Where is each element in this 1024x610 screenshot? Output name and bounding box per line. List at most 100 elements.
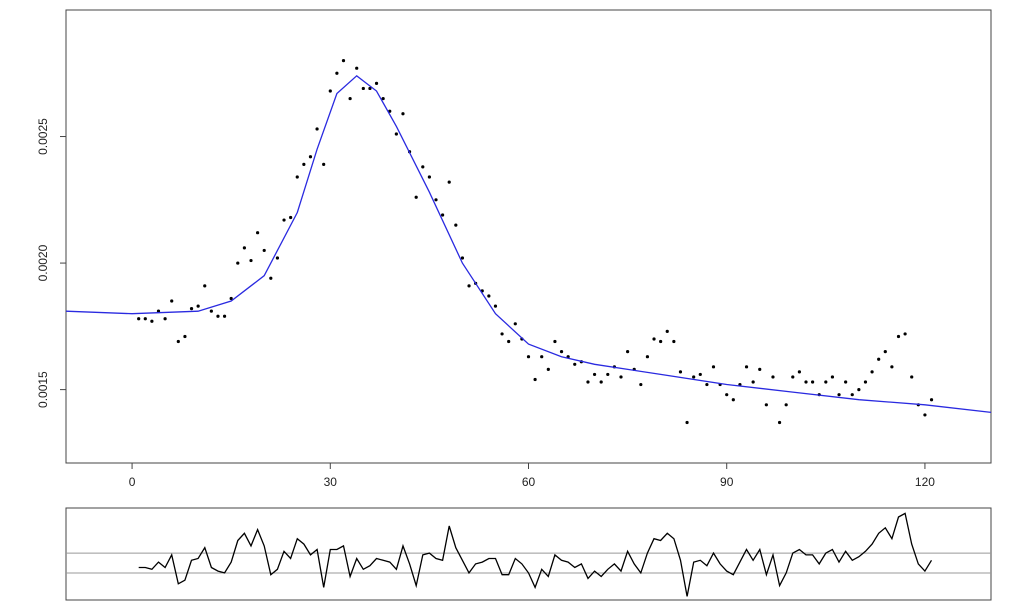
data-point <box>777 420 782 425</box>
data-point <box>929 398 934 402</box>
data-point <box>870 370 874 374</box>
data-point <box>725 393 729 397</box>
y-tick-label: 0.0015 <box>36 371 50 408</box>
data-point <box>857 388 861 392</box>
data-point <box>308 155 313 159</box>
data-point <box>282 218 286 222</box>
data-point <box>176 339 180 344</box>
data-point <box>678 370 683 374</box>
data-point <box>764 403 768 407</box>
data-point <box>844 380 848 384</box>
data-point <box>850 393 854 397</box>
data-point <box>652 337 656 341</box>
data-point <box>421 165 425 169</box>
data-point <box>335 71 339 75</box>
data-point <box>269 276 273 280</box>
data-point <box>500 332 504 336</box>
data-point <box>328 89 332 93</box>
data-point <box>434 198 438 202</box>
data-point <box>626 350 630 354</box>
data-point <box>731 398 735 402</box>
data-point <box>665 329 669 334</box>
y-tick-label: 0.0025 <box>36 118 50 155</box>
data-point <box>540 355 544 359</box>
data-point <box>830 375 835 379</box>
data-point <box>302 162 306 166</box>
data-point <box>361 86 365 91</box>
data-point <box>355 66 359 70</box>
data-point <box>209 309 213 313</box>
data-point <box>546 367 550 371</box>
data-point <box>824 380 828 384</box>
data-point <box>513 322 517 326</box>
data-point <box>222 314 227 318</box>
data-point <box>586 380 590 384</box>
data-point <box>256 231 260 235</box>
data-point <box>559 350 564 354</box>
data-point <box>903 332 907 336</box>
data-point <box>910 375 914 379</box>
data-point <box>137 317 141 321</box>
data-point <box>804 380 808 384</box>
data-point <box>203 284 207 288</box>
x-tick-label: 0 <box>129 475 136 489</box>
data-point <box>341 59 346 63</box>
data-point <box>216 314 220 318</box>
data-point <box>441 213 445 217</box>
data-point <box>526 355 531 359</box>
line <box>65 74 992 414</box>
data-point <box>143 317 147 321</box>
data-point <box>758 367 762 371</box>
data-point <box>414 195 418 199</box>
data-point <box>606 372 610 377</box>
data-point <box>639 382 643 387</box>
data-point <box>784 403 788 407</box>
data-point <box>711 365 716 369</box>
data-point <box>659 339 663 344</box>
data-point <box>242 246 246 250</box>
data-point <box>487 294 491 298</box>
data-point <box>374 81 379 85</box>
data-point <box>619 375 623 379</box>
y-tick-label: 0.0020 <box>36 244 50 281</box>
data-point <box>401 112 405 116</box>
data-point <box>698 372 702 377</box>
data-point <box>275 256 280 260</box>
x-tick-label: 120 <box>915 475 935 489</box>
data-point <box>645 355 650 359</box>
data-point <box>837 393 841 397</box>
data-point <box>322 162 326 166</box>
data-point <box>797 370 801 374</box>
data-point <box>183 334 187 339</box>
data-point <box>507 339 511 344</box>
data-point <box>156 309 161 313</box>
data-point <box>592 372 597 377</box>
data-point <box>692 375 696 379</box>
data-point <box>573 362 577 366</box>
line <box>138 512 933 597</box>
data-point <box>705 382 709 387</box>
data-point <box>744 365 749 369</box>
x-tick-label: 60 <box>522 475 536 489</box>
data-point <box>877 357 881 361</box>
data-point <box>262 248 266 253</box>
data-point <box>460 256 465 260</box>
plot-frame <box>65 507 992 601</box>
data-point <box>923 413 927 417</box>
data-point <box>672 339 676 344</box>
data-point <box>368 86 372 91</box>
data-point <box>751 380 755 384</box>
data-point <box>863 380 868 384</box>
data-point <box>150 319 154 323</box>
data-point <box>685 420 689 425</box>
data-point <box>289 215 293 220</box>
data-point <box>394 132 398 136</box>
data-point <box>533 377 537 382</box>
data-point <box>454 223 458 227</box>
data-point <box>427 175 431 179</box>
data-point <box>553 339 557 344</box>
data-point <box>189 307 194 311</box>
data-point <box>467 284 471 288</box>
data-point <box>236 261 240 265</box>
data-point <box>771 375 775 379</box>
